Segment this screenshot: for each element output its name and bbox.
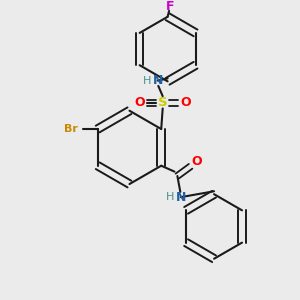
Text: N: N — [176, 190, 186, 204]
Text: Br: Br — [64, 124, 78, 134]
Text: O: O — [191, 155, 202, 168]
Text: S: S — [158, 96, 167, 109]
Text: F: F — [166, 0, 175, 13]
Text: H: H — [166, 192, 174, 202]
Text: H: H — [143, 76, 151, 85]
Text: O: O — [181, 96, 191, 109]
Text: N: N — [152, 74, 163, 87]
Text: O: O — [134, 96, 145, 109]
